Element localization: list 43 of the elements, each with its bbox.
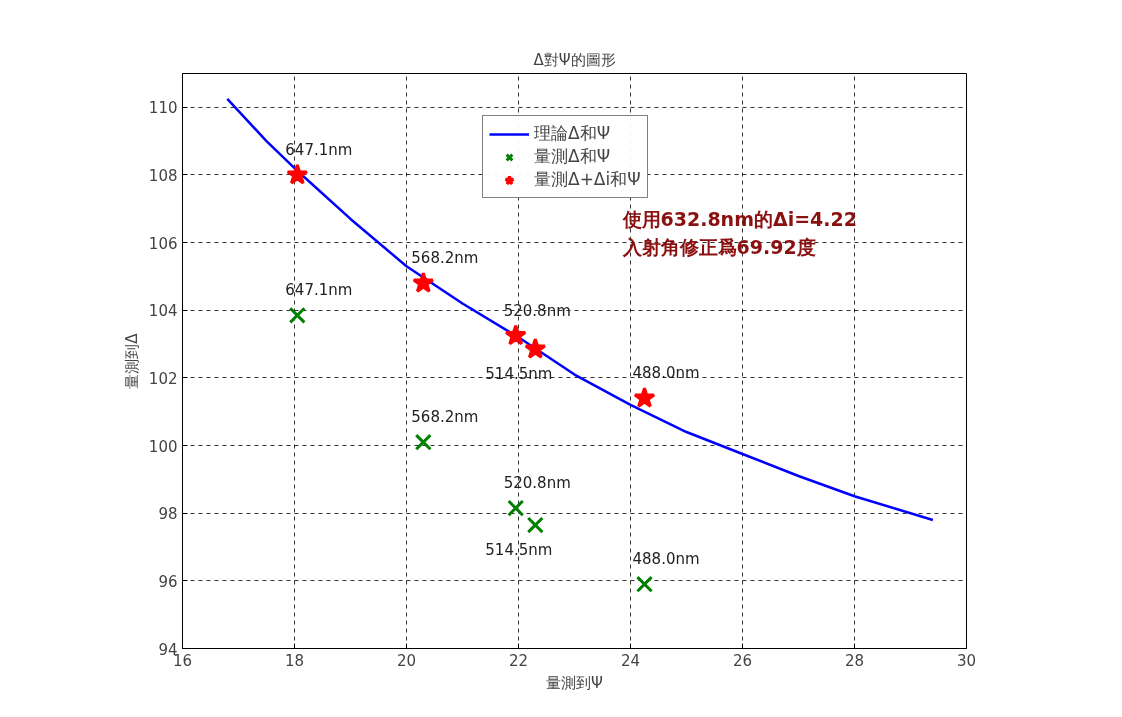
annotation: 使用632.8nm的Δi=4.22 入射角修正爲69.92度: [621, 207, 857, 259]
annotation: 488.0nm: [632, 364, 700, 383]
annotation: 514.5nm: [485, 365, 553, 384]
line-series: [226, 97, 935, 522]
legend-label: 量測Δ+Δi和Ψ: [534, 168, 641, 191]
point: [412, 271, 435, 293]
x-tick-label: 20: [396, 651, 417, 670]
point: [526, 516, 544, 534]
annotation: 568.2nm: [411, 408, 479, 427]
x-tick-label: 18: [284, 651, 305, 670]
point: [504, 324, 527, 346]
y-tick-label: 104: [148, 302, 178, 321]
annotation: 488.0nm: [632, 550, 700, 569]
annotation: 568.2nm: [411, 249, 479, 268]
legend-label: 理論Δ和Ψ: [534, 122, 611, 145]
point: [414, 433, 432, 451]
point: [635, 575, 654, 593]
chart-title: Δ對Ψ的圖形: [533, 50, 616, 69]
point: [288, 306, 306, 324]
y-tick-label: 102: [148, 369, 178, 388]
point: [507, 499, 525, 517]
x-tick-label: 22: [508, 651, 529, 670]
x-axis-title: 量測到Ψ: [546, 673, 603, 692]
legend-label: 量測Δ和Ψ: [534, 145, 611, 168]
y-tick-label: 110: [148, 99, 178, 118]
y-tick-label: 100: [148, 437, 178, 456]
annotation: 647.1nm: [285, 281, 353, 300]
x-tick-label: 28: [844, 651, 865, 670]
x-tick-label: 26: [732, 651, 753, 670]
annotation: 647.1nm: [285, 140, 353, 159]
x-tick-label: 30: [956, 651, 977, 670]
y-axis-title: 量測到Δ: [122, 332, 141, 389]
y-tick-label: 96: [158, 572, 178, 591]
y-tick-label: 106: [148, 234, 178, 253]
annotation: 520.8nm: [503, 301, 571, 320]
annotation: 520.8nm: [503, 474, 571, 493]
point: [524, 337, 547, 359]
y-tick-label: 108: [148, 166, 178, 185]
point: [286, 163, 309, 185]
annotation: 514.5nm: [485, 541, 553, 560]
x-tick-label: 24: [620, 651, 641, 670]
point: [633, 386, 656, 408]
y-tick-label: 98: [158, 505, 178, 524]
